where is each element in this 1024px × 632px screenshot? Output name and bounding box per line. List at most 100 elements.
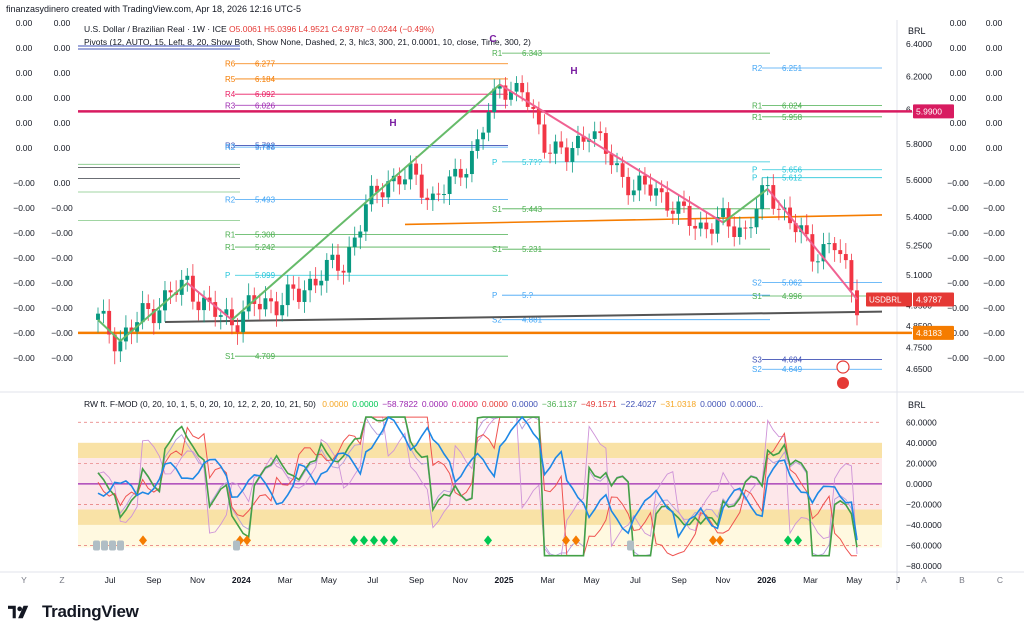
time-axis-edge-label: Y: [21, 575, 27, 585]
candle-body: [654, 188, 659, 196]
price-currency-label: BRL: [908, 26, 926, 36]
candle-body: [815, 261, 820, 263]
pivot-level-label: S1: [492, 245, 502, 254]
pivot-level-value: 5.099: [255, 271, 276, 280]
left-value-label: −0.00: [13, 203, 35, 213]
candle-body: [319, 280, 324, 286]
osc-signal-marker: [380, 535, 388, 546]
ohlc-high: H5.0396: [264, 24, 297, 34]
candle-body: [324, 259, 329, 281]
right-value-label: 0.00: [950, 18, 967, 28]
time-axis-label: Jul: [630, 575, 641, 585]
osc-legend-value: 0.0000: [322, 399, 349, 409]
osc-legend-value: 0.0000...: [730, 399, 764, 409]
candle-body: [347, 247, 352, 273]
candle-body: [196, 301, 201, 311]
candle-body: [118, 341, 123, 352]
candle-body: [218, 315, 223, 317]
left-value-label: −0.00: [13, 303, 35, 313]
left-value-label: 0.00: [16, 68, 33, 78]
candle-body: [832, 243, 837, 251]
left-value-label: 0.00: [16, 93, 33, 103]
candle-body: [146, 303, 151, 309]
zigzag-segment: [186, 282, 233, 321]
candle-body: [341, 270, 346, 273]
osc-legend-name: RW ft. F-MOD (0, 20, 10, 1, 5, 0, 20, 10…: [84, 399, 316, 409]
candle-body: [749, 227, 753, 229]
candle-body: [163, 290, 167, 311]
candle-body: [693, 225, 698, 229]
right-value-label: −0.00: [983, 303, 1005, 313]
price-tick-label: 5.2500: [906, 241, 932, 251]
time-axis-edge-label: A: [921, 575, 927, 585]
candle-body: [363, 204, 368, 232]
left-value-label: 0.00: [54, 18, 71, 28]
candle-body: [269, 298, 273, 302]
candle-body: [514, 82, 519, 92]
osc-legend-value: −49.1571: [580, 399, 617, 409]
pivot-level-value: 6.092: [255, 90, 276, 99]
osc-tick-label: −20.0000: [906, 499, 942, 509]
candle-body: [246, 295, 251, 312]
left-value-label: 0.00: [54, 143, 71, 153]
candle-body: [615, 163, 619, 166]
candle-body: [397, 175, 402, 185]
candle-body: [129, 327, 134, 332]
tradingview-branding: TradingView: [8, 602, 139, 622]
time-axis-label: Mar: [803, 575, 818, 585]
right-value-label: −0.00: [983, 253, 1005, 263]
pivot-level-label: R3: [225, 101, 236, 110]
left-value-label: 0.00: [16, 43, 33, 53]
candle-body: [509, 91, 513, 100]
candle-body: [408, 163, 413, 180]
osc-tick-label: −40.0000: [906, 520, 942, 530]
time-axis-label: Mar: [278, 575, 293, 585]
left-value-label: −0.00: [51, 303, 73, 313]
osc-signal-marker: [794, 535, 802, 546]
osc-signal-marker: [390, 535, 398, 546]
ohlc-low: L4.9521: [298, 24, 330, 34]
pattern-label: C: [489, 34, 496, 45]
candle-body: [358, 231, 363, 238]
right-value-label: −0.00: [947, 253, 969, 263]
left-value-label: −0.00: [51, 203, 73, 213]
osc-signal-marker: [350, 535, 358, 546]
price-chart[interactable]: 0.00 0.00 0.00 0.00 0.00 0.00 −0.00 −0.00 −0.00 −…: [0, 0, 1024, 600]
candle-body: [414, 163, 419, 175]
candle-body: [213, 302, 218, 317]
pivot-level-value: 5.443: [522, 205, 543, 214]
candle-body: [570, 148, 575, 162]
candle-body: [402, 179, 407, 185]
osc-signal-marker: [484, 535, 492, 546]
right-value-label: −0.00: [983, 328, 1005, 338]
neckline: [404, 214, 883, 226]
right-value-label: 0.00: [986, 18, 1003, 28]
pivot-level-value: 6.277: [255, 60, 276, 69]
osc-line-lavender: [97, 416, 858, 557]
left-value-label: −0.00: [51, 253, 73, 263]
osc-grey-marker: [109, 540, 116, 551]
candle-body: [313, 278, 318, 286]
candle-body: [676, 201, 681, 214]
candle-body: [157, 310, 162, 324]
osc-signal-marker: [139, 535, 147, 546]
osc-legend-value: −31.0318: [660, 399, 697, 409]
pivot-level-label: P: [752, 174, 757, 183]
left-value-label: 0.00: [54, 43, 71, 53]
right-value-label: −0.00: [947, 278, 969, 288]
candle-body: [810, 234, 815, 262]
candle-body: [732, 226, 737, 237]
pivot-level-label: S2: [752, 365, 762, 374]
pivot-level-value: 4.709: [255, 352, 276, 361]
candle-body: [107, 310, 112, 335]
candle-body: [603, 133, 608, 154]
candle-body: [721, 208, 726, 217]
candle-body: [481, 132, 486, 140]
price-badge: [913, 292, 954, 307]
osc-signal-marker: [360, 535, 368, 546]
pivots-legend: Pivots (12, AUTO, 15, Left, 8, 20, Show …: [84, 37, 531, 47]
left-value-label: 0.00: [54, 68, 71, 78]
pivot-level-label: R1: [225, 230, 236, 239]
right-value-label: 0.00: [950, 68, 967, 78]
time-axis-label: Jul: [105, 575, 116, 585]
